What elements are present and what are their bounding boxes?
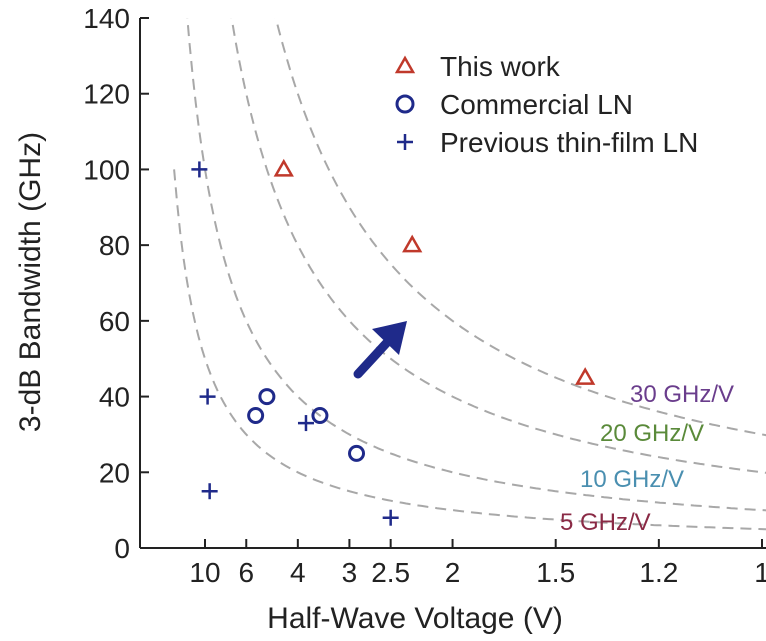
- y-tick-label: 60: [99, 306, 130, 337]
- legend: This work Commercial LN Previous thin-film…: [394, 51, 698, 158]
- trend-arrow-icon: [353, 321, 407, 379]
- reference-curve: [186, 18, 766, 512]
- x-axis-title: Half-Wave Voltage (V): [267, 602, 563, 635]
- data-point-plus: [297, 415, 314, 432]
- x-tick-label: 1.5: [536, 557, 575, 588]
- reference-curve: [230, 18, 766, 474]
- data-point-plus: [191, 161, 208, 178]
- data-point-circle: [247, 407, 265, 424]
- reference-curves: [173, 18, 766, 531]
- legend-label: Commercial LN: [440, 89, 633, 120]
- legend-marker-triangle: [394, 55, 416, 74]
- x-tick-label: 6: [238, 557, 254, 588]
- x-tick-label: 2.5: [371, 557, 410, 588]
- y-tick-label: 20: [99, 457, 130, 488]
- x-axis-ticks: 10 6 4 3 2.5 2 1.5 1.2 1: [189, 539, 766, 588]
- y-tick-label: 120: [83, 79, 130, 110]
- x-tick-label: 2: [445, 557, 461, 588]
- data-point-plus: [201, 483, 218, 500]
- x-tick-label: 3: [342, 557, 358, 588]
- curve-label: 30 GHz/V: [630, 381, 734, 408]
- curve-label: 10 GHz/V: [580, 466, 684, 493]
- legend-label: This work: [440, 51, 561, 82]
- legend-label: Previous thin-film LN: [440, 127, 698, 158]
- data-point-triangle: [273, 158, 294, 177]
- legend-marker-plus: [397, 134, 413, 150]
- y-tick-label: 40: [99, 382, 130, 413]
- y-axis-title: 3-dB Bandwidth (GHz): [14, 132, 47, 432]
- reference-curve: [274, 18, 766, 437]
- data-point-circle: [348, 444, 366, 462]
- curve-label: 20 GHz/V: [600, 420, 704, 447]
- legend-marker-circle: [395, 94, 415, 114]
- data-point-circle: [258, 388, 276, 406]
- x-tick-label: 10: [189, 557, 220, 588]
- data-points: [191, 158, 596, 526]
- data-point-plus: [382, 509, 399, 526]
- curve-label: 5 GHz/V: [560, 509, 651, 536]
- x-tick-label: 1.2: [639, 557, 678, 588]
- y-tick-label: 140: [83, 3, 130, 34]
- y-tick-label: 0: [114, 533, 130, 564]
- x-tick-label: 4: [290, 557, 306, 588]
- data-point-triangle: [575, 367, 596, 385]
- y-tick-label: 100: [83, 154, 130, 185]
- y-axis-ticks: 0 20 40 60 80 100 120 140: [83, 3, 149, 564]
- reference-curve: [173, 169, 766, 531]
- data-point-circle: [311, 407, 329, 424]
- data-point-plus: [199, 388, 216, 405]
- reference-curve-labels: 30 GHz/V 20 GHz/V 10 GHz/V 5 GHz/V: [560, 381, 734, 536]
- arrow-head: [372, 321, 407, 355]
- data-point-triangle: [402, 234, 423, 253]
- y-tick-label: 80: [99, 230, 130, 261]
- x-tick-label: 1: [754, 557, 766, 588]
